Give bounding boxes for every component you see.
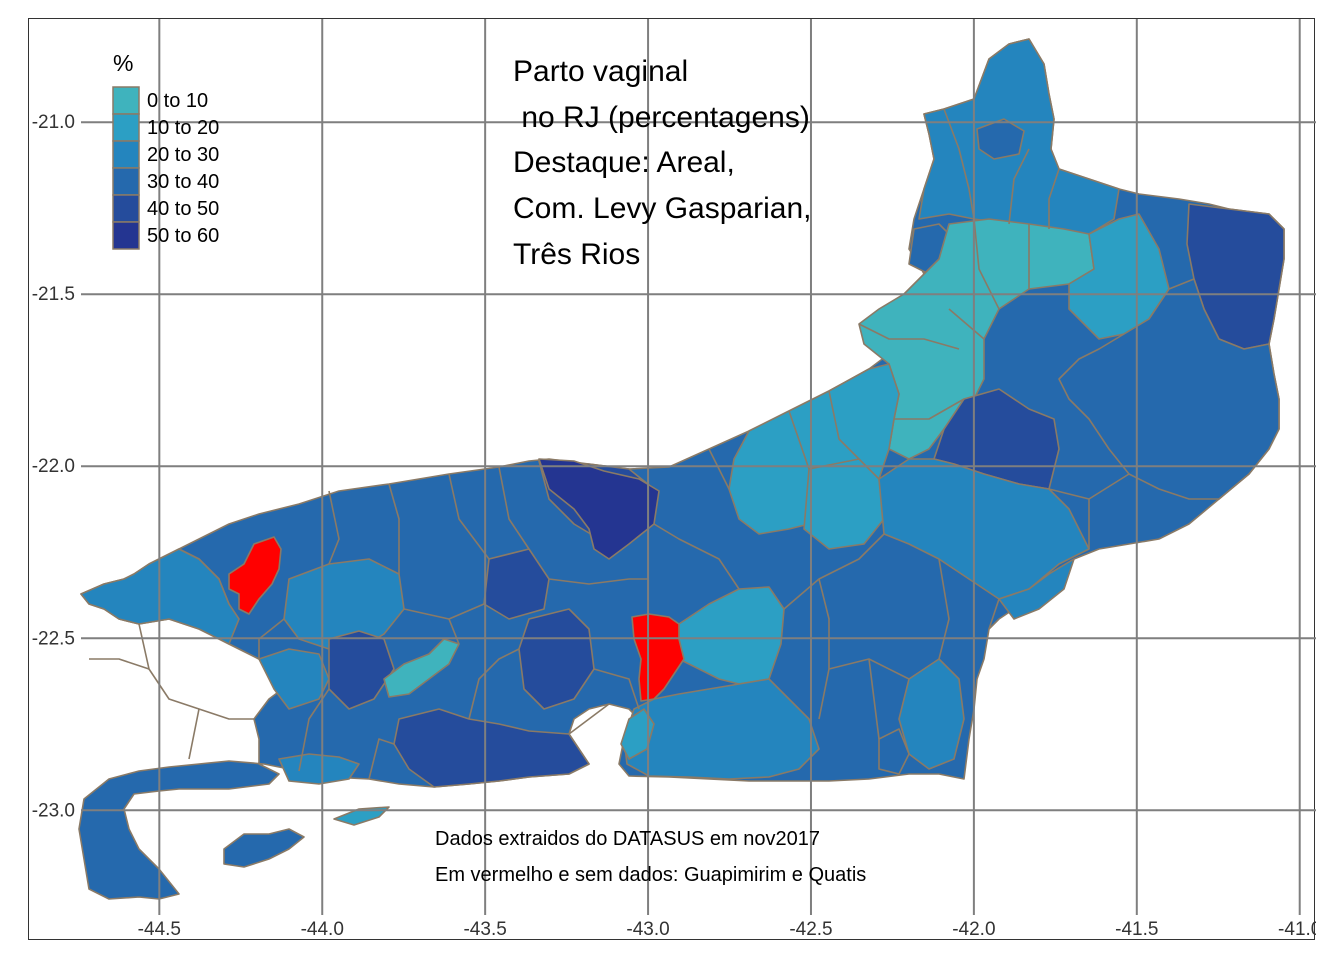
caption-line-1: Dados extraidos do DATASUS em nov2017 bbox=[435, 828, 820, 850]
y-tick-label: -22.5 bbox=[32, 628, 75, 649]
muni-west-3 bbox=[258, 648, 330, 710]
muni-lagos-1 bbox=[898, 658, 965, 770]
muni-center-dark-3 bbox=[518, 608, 595, 710]
y-tick-label: -21.0 bbox=[32, 112, 75, 133]
x-tick-label: -43.5 bbox=[463, 919, 506, 940]
muni-north-dark-2 bbox=[1058, 278, 1280, 500]
map-caption: Dados extraidos do DATASUS em nov2017 Em… bbox=[435, 828, 866, 886]
legend-swatch bbox=[112, 140, 140, 169]
muni-quatis-red bbox=[228, 536, 282, 615]
muni-serra bbox=[623, 678, 820, 780]
x-tick-label: -42.5 bbox=[789, 919, 832, 940]
legend-swatch bbox=[112, 221, 140, 250]
x-tick-label: -41.5 bbox=[1115, 919, 1158, 940]
muni-metro-darkest bbox=[538, 458, 660, 560]
muni-south-dark bbox=[393, 708, 590, 788]
muni-north-2 bbox=[976, 118, 1025, 160]
legend-title: % bbox=[113, 50, 133, 76]
muni-south-east-2 bbox=[998, 558, 1075, 620]
axis-ticks: -44.5 -44.0 -43.5 -43.0 -42.5 -42.0 -41.5 -41.0… bbox=[32, 112, 1316, 940]
muni-lagos-2 bbox=[878, 728, 910, 775]
legend-label: 20 to 30 bbox=[147, 144, 219, 166]
title-line-5: Três Rios bbox=[513, 238, 640, 271]
muni-light-teal-west bbox=[383, 638, 460, 698]
y-tick-label: -22.0 bbox=[32, 456, 75, 477]
x-tick-label: -42.0 bbox=[952, 919, 995, 940]
legend-label: 40 to 50 bbox=[147, 198, 219, 220]
legend-swatch bbox=[112, 194, 140, 223]
legend-label: 50 to 60 bbox=[147, 225, 219, 247]
map-svg: -44.5 -44.0 -43.5 -43.0 -42.5 -42.0 -41.5 -41.0… bbox=[32, 19, 1316, 940]
muni-teresopolis bbox=[678, 586, 785, 685]
muni-south-dark-2 bbox=[328, 630, 395, 710]
title-line-2: no RJ (percentagens) bbox=[513, 101, 810, 134]
muni-borders bbox=[89, 108, 1130, 780]
muni-center-light-2 bbox=[803, 458, 885, 550]
legend-label: 30 to 40 bbox=[147, 171, 219, 193]
muni-guapimirim-red bbox=[631, 613, 685, 702]
x-tick-label: -44.0 bbox=[301, 919, 344, 940]
legend-swatch bbox=[112, 167, 140, 196]
muni-paraty-light bbox=[278, 753, 360, 785]
muni-west-2 bbox=[283, 558, 405, 650]
caption-line-2: Em vermelho e sem dados: Guapimirim e Qu… bbox=[435, 864, 866, 886]
legend-label: 10 to 20 bbox=[147, 117, 219, 139]
x-tick-label: -41.0 bbox=[1278, 919, 1316, 940]
y-tick-label: -21.5 bbox=[32, 284, 75, 305]
state-map bbox=[78, 38, 1285, 900]
map-panel: -44.5 -44.0 -43.5 -43.0 -42.5 -42.0 -41.5 -41.0… bbox=[28, 18, 1316, 940]
y-tick-label: -23.0 bbox=[32, 800, 75, 821]
legend-label: 0 to 10 bbox=[147, 90, 208, 112]
graticule bbox=[81, 19, 1316, 915]
legend-swatch bbox=[112, 113, 140, 142]
title-line-1: Parto vaginal bbox=[513, 55, 688, 88]
x-tick-label: -44.5 bbox=[138, 919, 181, 940]
map-title: Parto vaginal no RJ (percentagens) Desta… bbox=[513, 55, 811, 271]
x-tick-label: -43.0 bbox=[626, 919, 669, 940]
legend-swatch bbox=[112, 86, 140, 115]
title-line-3: Destaque: Areal, bbox=[513, 146, 735, 179]
ilha-grande bbox=[223, 828, 305, 868]
title-line-4: Com. Levy Gasparian, bbox=[513, 192, 811, 225]
legend: % 0 to 10 10 to 20 20 to 30 30 to 40 40 to 5… bbox=[112, 50, 219, 250]
muni-niteroi bbox=[620, 708, 655, 760]
